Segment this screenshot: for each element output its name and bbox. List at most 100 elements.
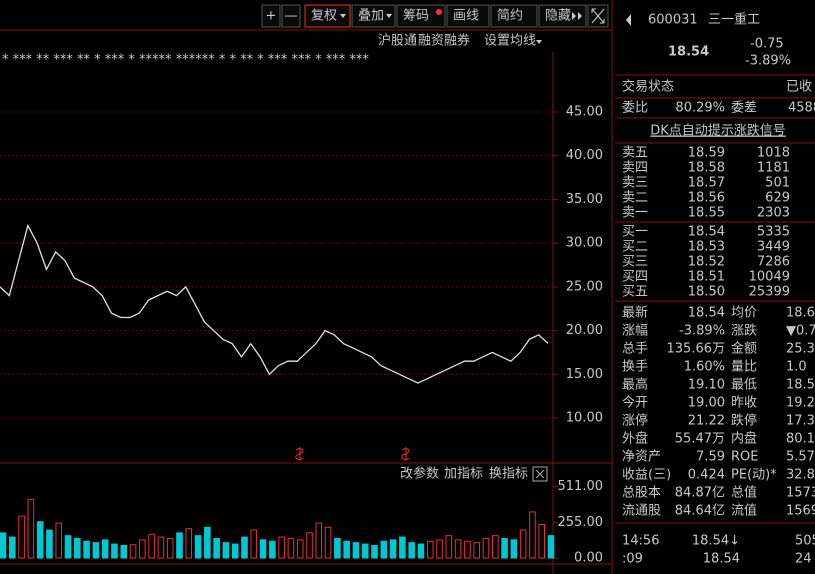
volume-bar	[501, 537, 508, 559]
y-tick-label: 35.00	[566, 192, 603, 207]
volume-bar	[101, 539, 109, 559]
stock-name: 三一重工	[708, 12, 760, 28]
y-tick-label: 30.00	[566, 236, 603, 251]
price-line	[0, 223, 549, 384]
last-price: 18.54	[668, 45, 709, 60]
notice-dot	[436, 9, 442, 15]
order-price: 18.51	[688, 270, 725, 285]
volume-bar	[315, 522, 323, 559]
volume-bar	[176, 532, 183, 559]
order-volume: 25399	[749, 285, 790, 300]
stat-value: 84.64亿	[675, 504, 725, 519]
toolbar-button[interactable]	[490, 4, 538, 28]
order-price: 18.53	[688, 240, 725, 255]
order-volume: 7286	[757, 255, 790, 270]
close-box[interactable]	[532, 466, 548, 482]
order-price: 18.54	[688, 225, 725, 240]
stat-label: 跌停	[731, 413, 757, 429]
toolbar-button[interactable]	[261, 4, 281, 28]
y-tick-label: 15.00	[566, 367, 603, 382]
volume-bar	[389, 539, 397, 559]
volume-bar	[55, 522, 63, 559]
order-price: 18.52	[688, 255, 725, 270]
toolbar-button[interactable]	[538, 4, 587, 28]
stat-label: 流值	[731, 503, 757, 519]
volume-bar	[491, 535, 499, 559]
signal-link: DK点自动提示涨跌信号	[650, 123, 786, 139]
toolbar-label: +	[266, 9, 277, 24]
stat-value: 1573	[786, 486, 815, 501]
volume-bar	[417, 543, 425, 559]
stat-value: 84.87亿	[675, 486, 725, 501]
volume-bar	[426, 540, 434, 559]
toolbar-label: 隐藏	[545, 9, 571, 24]
y-tick-label: 20.00	[566, 323, 603, 338]
order-level: 买一	[622, 225, 648, 240]
stat-value: 135.66万	[667, 342, 726, 357]
volume-bar	[296, 539, 304, 559]
volume-bar	[74, 537, 81, 559]
order-volume: 1181	[757, 161, 790, 176]
stat-value: 19.10	[688, 378, 725, 393]
order-volume: 3449	[757, 240, 790, 255]
stat-value: 18.5	[786, 378, 815, 393]
volume-bar	[27, 498, 35, 559]
volume-bar	[111, 543, 118, 559]
bid-ratio-value: 80.29%	[675, 101, 725, 116]
stat-label: ROE	[731, 450, 758, 465]
stock-code: 600031	[648, 13, 698, 28]
volume-bar	[482, 537, 490, 559]
toolbar-label: 叠加	[358, 9, 384, 24]
volume-bar	[259, 539, 267, 559]
price-change: -0.75	[750, 37, 784, 52]
order-volume: 629	[765, 191, 790, 206]
stat-label: 金额	[731, 341, 757, 357]
volume-bar	[408, 542, 415, 559]
stat-label: 最新	[622, 305, 648, 321]
stat-label: 收益(三)	[622, 468, 671, 483]
toolbar-button[interactable]	[446, 4, 490, 28]
stat-value: 19.2	[786, 396, 815, 411]
status-label: 交易状态	[622, 79, 674, 95]
volume-bar	[241, 536, 248, 559]
stat-value: 25.30	[786, 342, 815, 357]
volume-bar	[222, 542, 230, 559]
order-level: 买三	[622, 255, 648, 270]
subbar-item: 融资融券	[418, 33, 470, 49]
order-price: 18.58	[688, 161, 725, 176]
volume-bar	[185, 528, 193, 559]
volume-bar	[213, 537, 220, 559]
volume-bar	[269, 540, 276, 559]
stat-value: 5.57	[786, 450, 815, 465]
trade-volume: 24	[795, 552, 812, 567]
indicator-button: 加指标	[444, 467, 483, 482]
order-volume: 5335	[757, 225, 790, 240]
order-price: 18.55	[688, 206, 725, 221]
toolbar-button[interactable]	[351, 4, 396, 28]
stat-value: 18.6	[786, 306, 815, 321]
volume-bar	[334, 537, 341, 559]
stat-label: 净资产	[622, 450, 661, 465]
stat-label: 最低	[731, 378, 757, 393]
volume-bar	[46, 529, 53, 559]
y-tick-label: 40.00	[566, 148, 603, 163]
order-volume: 10049	[749, 270, 790, 285]
toolbar-button[interactable]	[396, 4, 446, 28]
toolbar-button[interactable]	[281, 4, 301, 28]
volume-bar	[0, 532, 7, 559]
volume-bar	[287, 537, 295, 559]
trade-price: 18.54↓	[692, 534, 740, 549]
y-tick-label: 45.00	[566, 104, 603, 119]
indicator-button: 改参数	[400, 466, 439, 482]
volume-bar	[352, 542, 360, 559]
volume-bar	[519, 529, 527, 559]
volume-bar	[371, 544, 378, 559]
volume-bar	[166, 537, 174, 559]
volume-bar	[380, 540, 388, 559]
volume-bar	[231, 543, 239, 559]
dropdown-arrow	[386, 14, 392, 18]
volume-bar	[157, 536, 165, 559]
trade-time: :09	[622, 552, 643, 567]
stat-value: -3.89%	[679, 324, 725, 339]
toolbar-button[interactable]	[304, 4, 351, 28]
